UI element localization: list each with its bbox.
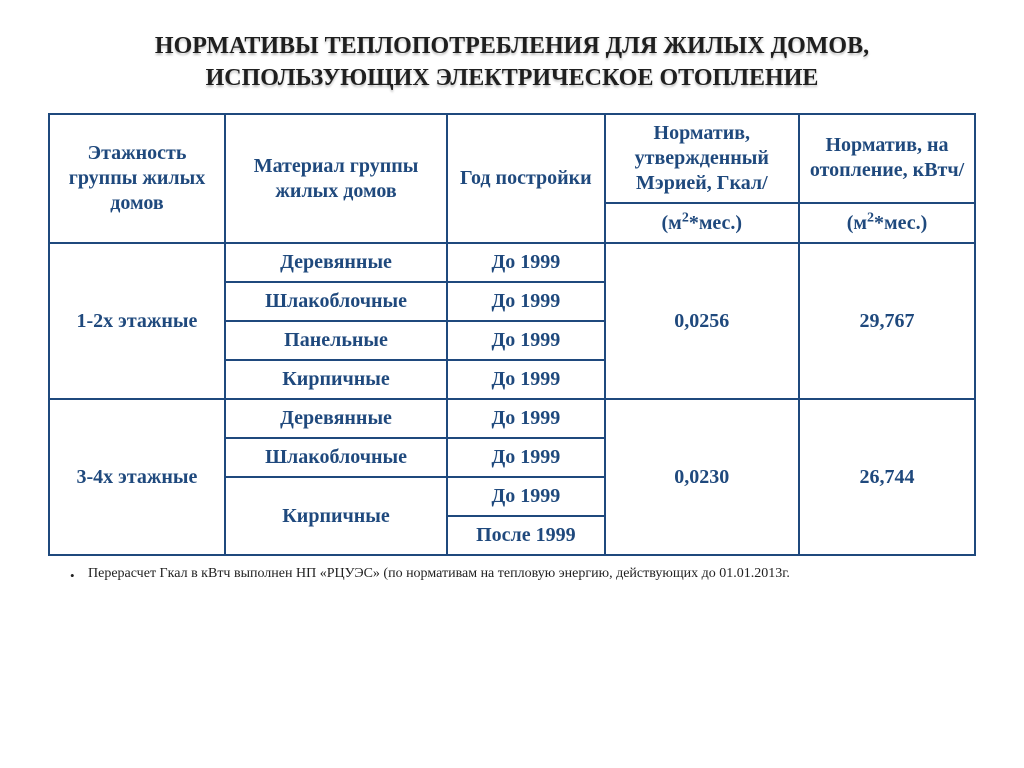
cell-material: Панельные xyxy=(225,321,447,360)
footnote: • Перерасчет Гкал в кВтч выполнен НП «РЦ… xyxy=(88,566,976,582)
cell-year: До 1999 xyxy=(447,477,604,516)
table-row: 3-4х этажные Деревянные До 1999 0,0230 2… xyxy=(49,399,975,438)
title-line-2: использующих электрическое отопление xyxy=(48,62,976,94)
cell-year: До 1999 xyxy=(447,360,604,399)
cell-material: Деревянные xyxy=(225,399,447,438)
cell-year: До 1999 xyxy=(447,321,604,360)
cell-kwh-g1: 29,767 xyxy=(799,243,975,399)
title-line-1: Нормативы теплопотребления для жилых дом… xyxy=(48,30,976,62)
cell-floors-g2: 3-4х этажные xyxy=(49,399,225,555)
col-header-gcal-line: Норматив, утвержденный Мэрией, Гкал/ xyxy=(605,114,799,203)
cell-year: До 1999 xyxy=(447,282,604,321)
cell-gcal-g1: 0,0256 xyxy=(605,243,799,399)
cell-material: Шлакоблочные xyxy=(225,438,447,477)
cell-year: До 1999 xyxy=(447,243,604,282)
col-header-gcal-unit: (м2*мес.) xyxy=(605,203,799,244)
standards-table: Этажность группы жилых домов Материал гр… xyxy=(48,113,976,557)
cell-material: Шлакоблочные xyxy=(225,282,447,321)
cell-year: До 1999 xyxy=(447,438,604,477)
cell-material: Кирпичные xyxy=(225,360,447,399)
col-header-kwh-line: Норматив, на отопление, кВтч/ xyxy=(799,114,975,203)
bullet-icon: • xyxy=(70,568,75,584)
col-header-material: Материал группы жилых домов xyxy=(225,114,447,244)
table-row: 1-2х этажные Деревянные До 1999 0,0256 2… xyxy=(49,243,975,282)
cell-gcal-g2: 0,0230 xyxy=(605,399,799,555)
cell-year: До 1999 xyxy=(447,399,604,438)
col-header-year: Год постройки xyxy=(447,114,604,244)
cell-kwh-g2: 26,744 xyxy=(799,399,975,555)
col-header-kwh-unit: (м2*мес.) xyxy=(799,203,975,244)
cell-material: Деревянные xyxy=(225,243,447,282)
col-header-floors: Этажность группы жилых домов xyxy=(49,114,225,244)
footnote-text: Перерасчет Гкал в кВтч выполнен НП «РЦУЭ… xyxy=(88,566,790,581)
cell-year: После 1999 xyxy=(447,516,604,555)
cell-material: Кирпичные xyxy=(225,477,447,555)
page-title: Нормативы теплопотребления для жилых дом… xyxy=(48,30,976,95)
cell-floors-g1: 1-2х этажные xyxy=(49,243,225,399)
